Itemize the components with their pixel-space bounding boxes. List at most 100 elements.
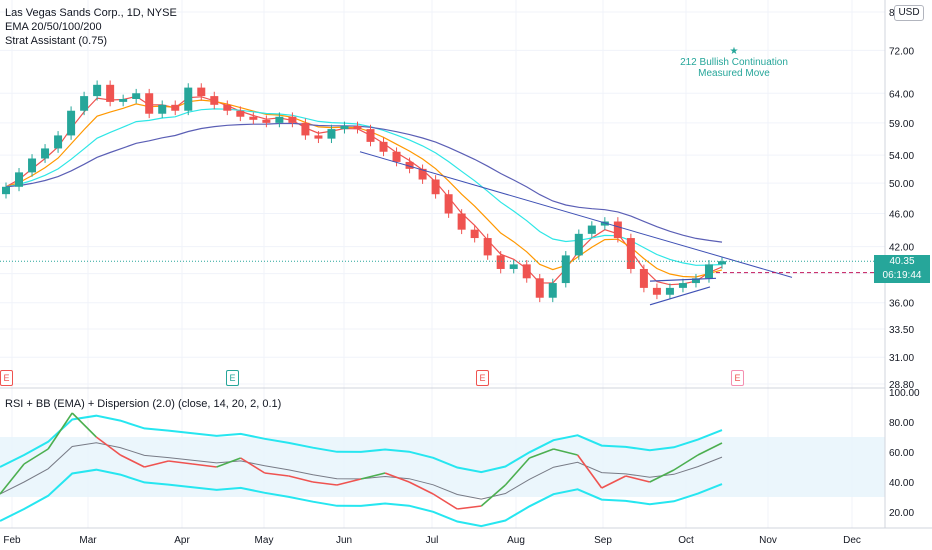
time-axis-label: Jun	[336, 535, 352, 546]
candle-body	[457, 213, 466, 230]
price-axis-label: 31.00	[889, 353, 914, 364]
candlesticks[interactable]	[2, 80, 726, 303]
candle-body	[379, 141, 388, 152]
rsi-axis-label: 60.00	[889, 448, 914, 459]
candle-body	[314, 135, 323, 139]
rsi-band	[0, 437, 885, 497]
candle-body	[522, 264, 531, 279]
candle-body	[249, 116, 258, 120]
rsi-segment	[264, 472, 289, 477]
candle-body	[171, 104, 180, 111]
time-axis-label: Apr	[174, 535, 190, 546]
rsi-segment	[553, 448, 578, 456]
pattern-annotation: ★ 212 Bullish Continuation Measured Move	[678, 46, 790, 79]
candle-body	[392, 151, 401, 162]
rsi-segment	[576, 454, 603, 489]
rsi-segment	[71, 412, 97, 438]
rsi-segment	[529, 448, 554, 459]
candle-body	[158, 104, 167, 114]
candle-body	[509, 264, 518, 269]
rsi-segment	[168, 460, 193, 465]
rsi-axis-label: 80.00	[889, 418, 914, 429]
earnings-icon[interactable]: E	[731, 370, 744, 386]
candle-body	[262, 119, 271, 123]
trendlines[interactable]	[0, 151, 885, 306]
rsi-lines	[0, 412, 723, 528]
candle-body	[483, 238, 492, 256]
candle-body	[600, 221, 609, 226]
candle-body	[340, 125, 349, 130]
time-axis-label: May	[255, 535, 274, 546]
rsi-segment	[384, 472, 410, 483]
current-price-badge: 40.35	[874, 255, 930, 269]
candle-body	[613, 221, 622, 239]
candle-body	[431, 179, 440, 195]
candle-body	[652, 287, 661, 295]
rsi-segment	[119, 454, 145, 468]
rsi-segment	[288, 475, 314, 483]
rsi-segment	[47, 412, 73, 450]
candle-body	[223, 104, 232, 111]
candle-body	[496, 255, 505, 269]
bb-upper-line	[0, 414, 723, 474]
candle-body	[275, 116, 284, 123]
candle-body	[353, 125, 362, 130]
candle-body	[54, 135, 63, 149]
rsi-segment	[240, 457, 266, 474]
rsi-segment	[457, 505, 482, 510]
price-axis-label: 46.00	[889, 210, 914, 221]
candle-body	[184, 87, 193, 111]
currency-button[interactable]: USD	[894, 5, 924, 21]
ema-lines	[5, 95, 723, 286]
rsi-segment	[432, 493, 458, 510]
time-axis-label: Oct	[678, 535, 694, 546]
candle-body	[405, 161, 414, 169]
ema20-line	[5, 95, 723, 286]
rsi-segment	[312, 481, 338, 486]
rsi-segment	[216, 457, 241, 468]
countdown-badge: 06:19:44	[874, 269, 930, 283]
candle-body	[67, 110, 76, 136]
candle-body	[704, 264, 713, 279]
trendline	[359, 151, 793, 278]
ema-legend[interactable]: EMA 20/50/100/200	[5, 21, 102, 33]
price-axis-label: 42.00	[889, 243, 914, 254]
ema50-line	[5, 99, 723, 278]
candle-body	[639, 268, 648, 288]
price-axis-label: 59.00	[889, 119, 914, 130]
candle-body	[197, 87, 206, 97]
price-axis-label: 36.00	[889, 299, 914, 310]
ema100-line	[5, 108, 723, 266]
rsi-segment	[697, 442, 723, 456]
candle-body	[535, 278, 544, 298]
rsi-segment	[601, 475, 627, 489]
candle-body	[574, 233, 583, 256]
candle-body	[548, 283, 557, 298]
symbol-legend[interactable]: Las Vegas Sands Corp., 1D, NYSE	[5, 7, 177, 19]
time-axis-label: Nov	[759, 535, 777, 546]
rsi-legend[interactable]: RSI + BB (EMA) + Dispersion (2.0) (close…	[5, 398, 282, 410]
candle-body	[28, 158, 37, 173]
candle-body	[41, 148, 50, 159]
earnings-icon[interactable]: E	[226, 370, 239, 386]
price-axis-label: 33.50	[889, 325, 914, 336]
candle-body	[678, 283, 687, 288]
candle-body	[587, 225, 596, 234]
trendline	[649, 286, 711, 306]
earnings-icon[interactable]: E	[0, 370, 13, 386]
time-axis-label: Aug	[507, 535, 525, 546]
candle-body	[327, 129, 336, 139]
rsi-segment	[0, 463, 25, 495]
candle-body	[236, 110, 245, 117]
candle-body	[444, 194, 453, 214]
price-axis-label: 54.00	[889, 151, 914, 162]
earnings-icon[interactable]: E	[476, 370, 489, 386]
candle-body	[80, 96, 89, 111]
ema200-line	[5, 122, 723, 243]
candle-body	[418, 168, 427, 180]
strat-legend[interactable]: Strat Assistant (0.75)	[5, 35, 108, 47]
rsi-segment	[649, 469, 675, 483]
rsi-segment	[192, 463, 217, 468]
annotation-line1: 212 Bullish Continuation	[680, 57, 788, 68]
